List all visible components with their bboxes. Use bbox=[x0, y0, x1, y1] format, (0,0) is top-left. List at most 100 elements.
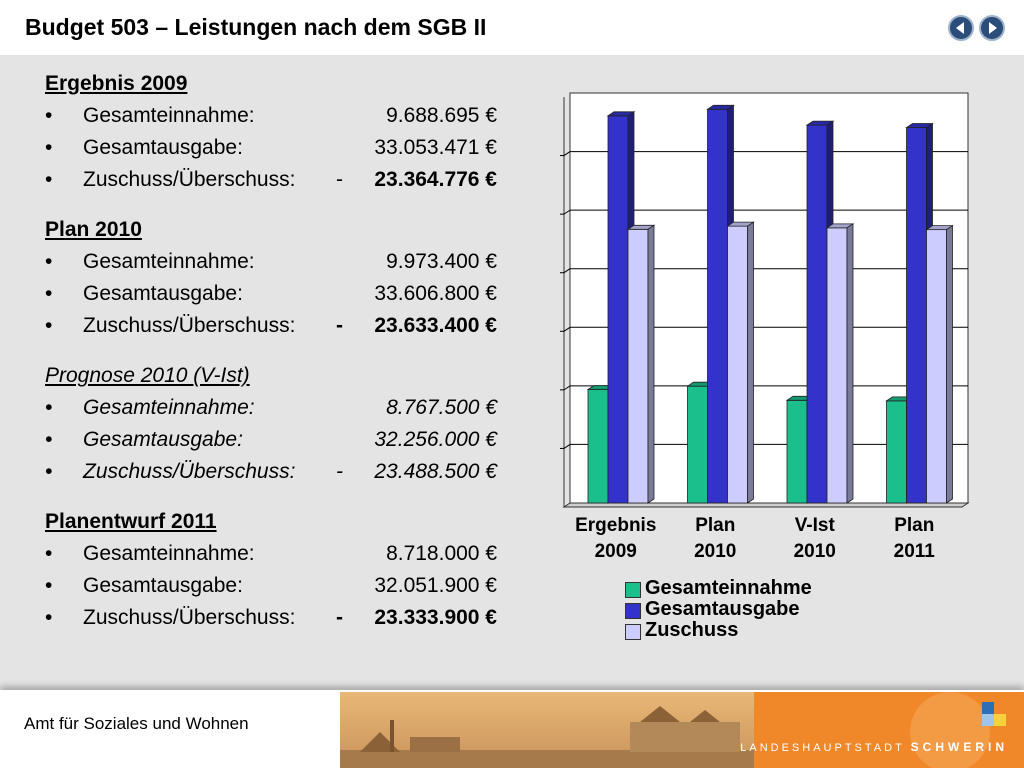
row-value: 23.333.900 € bbox=[374, 606, 497, 629]
section-planentwurf-2011: Planentwurf 2011 • Gesamteinnahme: 8.718… bbox=[45, 510, 497, 638]
bar bbox=[587, 389, 609, 504]
bar bbox=[707, 108, 728, 504]
list-item: • Gesamteinnahme: 8.767.500 € bbox=[45, 396, 497, 428]
bar bbox=[906, 127, 927, 504]
row-value: 9.973.400 € bbox=[386, 250, 497, 273]
gridline-depth bbox=[563, 209, 571, 215]
row-value: 9.688.695 € bbox=[386, 104, 497, 127]
row-label: Gesamtausgabe: bbox=[83, 282, 243, 305]
legend-swatch bbox=[625, 624, 641, 640]
section-plan-2010: Plan 2010 • Gesamteinnahme: 9.973.400 € … bbox=[45, 218, 497, 346]
bullet: • bbox=[45, 542, 53, 565]
x-tick-label: 2010 bbox=[794, 541, 836, 562]
list-item: • Gesamtausgabe: 33.606.800 € bbox=[45, 282, 497, 314]
bar bbox=[826, 227, 848, 504]
city-prefix: LANDESHAUPTSTADT bbox=[740, 742, 905, 754]
row-label: Gesamteinnahme: bbox=[83, 542, 255, 565]
row-value: 8.718.000 € bbox=[386, 542, 497, 565]
bar-side bbox=[946, 224, 953, 504]
row-label: Zuschuss/Überschuss: bbox=[83, 460, 296, 483]
list-item: • Zuschuss/Überschuss: - 23.488.500 € bbox=[45, 460, 497, 492]
bullet: • bbox=[45, 606, 53, 629]
arrow-left-icon[interactable] bbox=[948, 15, 974, 41]
row-value: 32.256.000 € bbox=[374, 428, 497, 451]
list-item: • Zuschuss/Überschuss: - 23.364.776 € bbox=[45, 168, 497, 200]
row-label: Gesamteinnahme: bbox=[83, 250, 255, 273]
list-item: • Gesamtausgabe: 32.256.000 € bbox=[45, 428, 497, 460]
list-item: • Gesamteinnahme: 9.688.695 € bbox=[45, 104, 497, 136]
bar bbox=[886, 400, 907, 504]
section-ergebnis-2009: Ergebnis 2009 • Gesamteinnahme: 9.688.69… bbox=[45, 72, 497, 200]
legend-label: Zuschuss bbox=[645, 619, 739, 641]
row-sign: - bbox=[336, 314, 343, 337]
section-heading: Plan 2010 bbox=[45, 218, 142, 241]
bar-side bbox=[846, 223, 854, 504]
x-tick-label: Plan bbox=[894, 515, 934, 536]
row-sign: - bbox=[336, 460, 343, 483]
bullet: • bbox=[45, 282, 53, 305]
row-label: Gesamtausgabe: bbox=[83, 136, 243, 159]
x-tick-label: Plan bbox=[695, 515, 735, 536]
row-label: Zuschuss/Überschuss: bbox=[83, 168, 296, 191]
legend-label: Gesamteinnahme bbox=[645, 577, 812, 599]
bar bbox=[687, 385, 708, 504]
bar-side bbox=[747, 221, 754, 504]
x-tick-label: 2011 bbox=[894, 541, 936, 562]
row-label: Gesamteinnahme: bbox=[83, 104, 255, 127]
row-label: Zuschuss/Überschuss: bbox=[83, 606, 296, 629]
gridline-depth bbox=[563, 444, 571, 449]
bullet: • bbox=[45, 250, 53, 273]
row-sign: - bbox=[336, 168, 343, 191]
row-sign: - bbox=[336, 606, 343, 629]
row-value: 32.051.900 € bbox=[374, 574, 497, 597]
legend-label: Gesamtausgabe bbox=[645, 598, 800, 620]
x-tick-label: Ergebnis bbox=[575, 515, 656, 536]
gridline-depth bbox=[563, 385, 571, 391]
plot-floor bbox=[562, 502, 970, 508]
bullet: • bbox=[45, 396, 53, 419]
bar bbox=[727, 225, 748, 504]
footer-department: Amt für Soziales und Wohnen bbox=[24, 714, 249, 733]
row-label: Gesamteinnahme: bbox=[83, 396, 255, 419]
budget-bar-chart: Ergebnis 2009 Plan 2010 V-Ist 2010 Plan 2011 bbox=[560, 92, 970, 562]
footer: Amt für Soziales und Wohnen LANDESHAUPTS… bbox=[0, 690, 1024, 768]
list-item: • Gesamteinnahme: 9.973.400 € bbox=[45, 250, 497, 282]
row-label: Zuschuss/Überschuss: bbox=[83, 314, 296, 337]
row-label: Gesamtausgabe: bbox=[83, 574, 243, 597]
title-bar: Budget 503 – Leistungen nach dem SGB II bbox=[0, 0, 1024, 55]
bullet: • bbox=[45, 136, 53, 159]
list-item: • Gesamtausgabe: 32.051.900 € bbox=[45, 574, 497, 606]
bullet: • bbox=[45, 314, 53, 337]
bullet: • bbox=[45, 428, 53, 451]
city-name: SCHWERIN bbox=[910, 740, 1008, 754]
x-tick-label: V-Ist bbox=[795, 515, 836, 536]
city-banner-image bbox=[340, 692, 1024, 768]
legend-swatch bbox=[625, 603, 641, 619]
section-prognose-2010: Prognose 2010 (V-Ist) • Gesamteinnahme: … bbox=[45, 364, 497, 492]
row-value: 23.488.500 € bbox=[374, 460, 497, 483]
section-heading: Planentwurf 2011 bbox=[45, 510, 217, 533]
section-heading: Prognose 2010 (V-Ist) bbox=[45, 364, 250, 387]
bullet: • bbox=[45, 104, 53, 127]
list-item: • Zuschuss/Überschuss: - 23.333.900 € bbox=[45, 606, 497, 638]
bar-side bbox=[647, 224, 655, 504]
page-title: Budget 503 – Leistungen nach dem SGB II bbox=[25, 14, 487, 40]
x-tick-label: 2009 bbox=[595, 541, 637, 562]
bar bbox=[806, 124, 828, 504]
section-heading: Ergebnis 2009 bbox=[45, 72, 188, 95]
row-value: 23.633.400 € bbox=[374, 314, 497, 337]
bar bbox=[926, 229, 947, 504]
bar bbox=[607, 115, 629, 504]
gridline-depth bbox=[563, 151, 571, 156]
list-item: • Gesamteinnahme: 8.718.000 € bbox=[45, 542, 497, 574]
bullet: • bbox=[45, 574, 53, 597]
x-tick-label: 2010 bbox=[694, 541, 736, 562]
row-value: 8.767.500 € bbox=[386, 396, 497, 419]
list-item: • Gesamtausgabe: 33.053.471 € bbox=[45, 136, 497, 168]
legend-swatch bbox=[625, 582, 641, 598]
gridline-depth bbox=[563, 326, 571, 332]
city-logo-text: LANDESHAUPTSTADT SCHWERIN bbox=[740, 740, 1008, 754]
arrow-right-icon[interactable] bbox=[979, 15, 1005, 41]
bullet: • bbox=[45, 460, 53, 483]
row-value: 33.053.471 € bbox=[374, 136, 497, 159]
